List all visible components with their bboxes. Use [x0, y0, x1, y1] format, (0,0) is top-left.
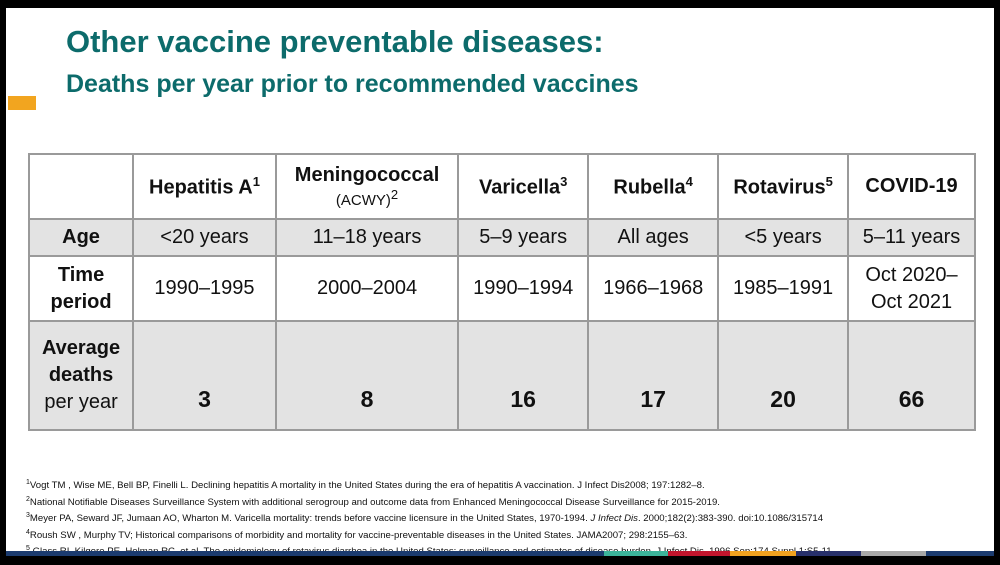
label-line: deaths [48, 364, 114, 386]
footnote-number: 3 [26, 512, 30, 520]
footnote: 1Vogt TM , Wise ME, Bell BP, Finelli L. … [26, 476, 834, 493]
table-cell: <20 years [132, 218, 277, 257]
subtitle: Deaths per year prior to recommended vacc… [66, 70, 639, 99]
column-note: (ACWY)2 [281, 187, 453, 209]
header-cell: COVID-19 [847, 153, 976, 220]
label-line: period [50, 290, 112, 313]
superscript: 1 [252, 173, 260, 189]
note-text: (ACWY) [335, 192, 391, 209]
superscript: 4 [685, 173, 693, 189]
footnote-number: 5 [26, 545, 30, 553]
header-cell: Hepatitis A1 [132, 153, 277, 220]
column-name: Hepatitis A [149, 176, 253, 199]
bar-segment [6, 551, 604, 556]
footnotes: 1Vogt TM , Wise ME, Bell BP, Finelli L. … [26, 476, 834, 556]
cell-line: Oct 2021 [870, 290, 953, 313]
table-cell: 66 [847, 320, 976, 431]
footnote-text: Meyer PA, Seward JF, Jumaan AO, Wharton … [29, 513, 591, 525]
column-name: Meningococcal [294, 164, 440, 186]
label-line: Average [41, 337, 121, 359]
bar-segment [668, 551, 730, 556]
table: Hepatitis A1 Meningococcal (ACWY)2 Varicell… [27, 153, 976, 431]
accent-bar [8, 96, 36, 110]
bar-segment [730, 551, 796, 556]
table-cell: <5 years [717, 218, 850, 257]
table-cell: All ages [587, 218, 720, 257]
table-cell: 8 [274, 320, 460, 431]
footnote-number: 1 [26, 479, 30, 486]
footnote-text: J Infect Dis [590, 513, 638, 525]
table-cell: 16 [457, 320, 590, 431]
superscript: 5 [825, 173, 833, 189]
footnote-number: 4 [26, 528, 30, 536]
table-cell: Oct 2020– Oct 2021 [847, 255, 976, 322]
table-cell: 1990–1995 [132, 255, 277, 322]
color-bar [6, 551, 994, 556]
title: Other vaccine preventable diseases: [66, 24, 604, 59]
column-name: COVID-19 [865, 175, 958, 197]
table-row: Average deaths per year 3 8 16 17 20 66 [27, 320, 976, 431]
table-cell: 20 [717, 320, 850, 431]
bar-segment [796, 551, 861, 556]
footnote-text: National Notifiable Diseases Surveillanc… [29, 496, 720, 508]
superscript: 3 [560, 173, 568, 189]
bar-segment [604, 551, 668, 556]
table-cell: 5–11 years [847, 218, 976, 257]
footnote: 3Meyer PA, Seward JF, Jumaan AO, Wharton… [26, 509, 834, 526]
cell-line: Oct 2020– [865, 263, 958, 286]
header-cell: Varicella3 [457, 153, 590, 220]
label-line: Age [62, 226, 100, 248]
footnote-text: Vogt TM , Wise ME, Bell BP, Finelli L. D… [29, 480, 705, 492]
bar-segment [861, 551, 926, 556]
footnote-text: . 2000;182(2):383-390. doi:10.1086/31571… [637, 513, 824, 525]
row-label: Time period [27, 255, 135, 322]
table-cell: 5–9 years [457, 218, 590, 257]
column-name: Varicella [478, 176, 561, 199]
label-line: Time [57, 263, 105, 286]
table-cell: 3 [132, 320, 277, 431]
footnote: 2National Notifiable Diseases Surveillan… [26, 493, 834, 510]
subtitle-rest: per year prior to recommended vaccines [156, 70, 639, 98]
table-cell: 2000–2004 [274, 255, 460, 322]
table-cell: 17 [587, 320, 720, 431]
slide: Other vaccine preventable diseases: Deat… [6, 8, 994, 556]
column-name: Rotavirus [733, 176, 826, 199]
footnote-text: Roush SW , Murphy TV; Historical compari… [29, 529, 688, 541]
table-row: Time period 1990–1995 2000–2004 1990–1994 196… [27, 255, 976, 322]
label-line: per year [44, 391, 118, 413]
header-cell: Rubella4 [587, 153, 720, 220]
table-cell: 1985–1991 [717, 255, 850, 322]
row-label: Average deaths per year [27, 320, 135, 431]
header-cell [27, 153, 135, 220]
subtitle-bold: Deaths [66, 70, 150, 98]
footnote-number: 2 [26, 495, 30, 503]
header-cell: Meningococcal (ACWY)2 [274, 153, 460, 220]
superscript: 2 [390, 187, 399, 202]
table-row: Age <20 years 11–18 years 5–9 years All ages… [27, 218, 976, 257]
header-row: Hepatitis A1 Meningococcal (ACWY)2 Varicell… [27, 153, 976, 220]
column-name: Rubella [613, 176, 686, 199]
row-label: Age [27, 218, 135, 257]
header-cell: Rotavirus5 [717, 153, 850, 220]
table-cell: 1966–1968 [587, 255, 720, 322]
table-cell: 11–18 years [274, 218, 460, 257]
bar-segment [926, 551, 994, 556]
footnote: 4Roush SW , Murphy TV; Historical compar… [26, 526, 834, 543]
table-cell: 1990–1994 [457, 255, 590, 322]
